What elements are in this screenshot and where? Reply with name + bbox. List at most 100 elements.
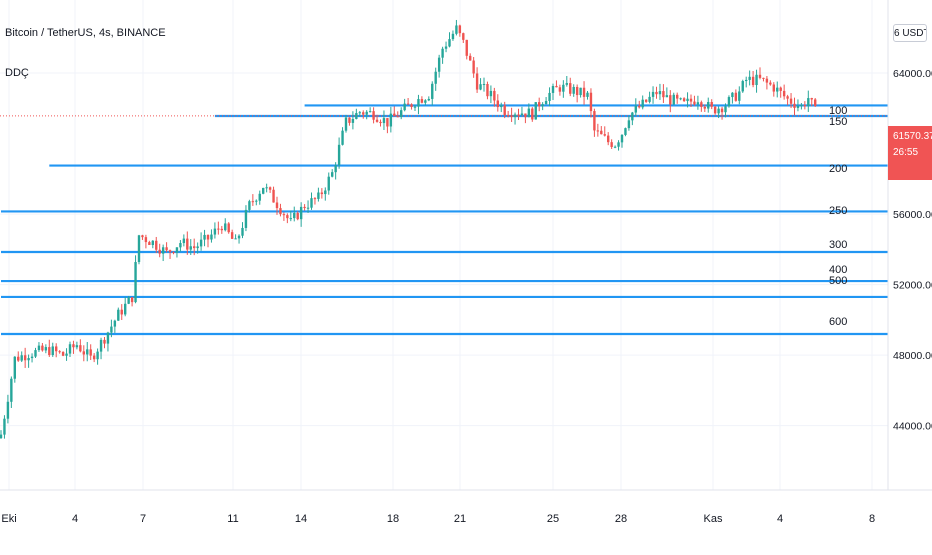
candle-body-144 <box>496 100 499 108</box>
candle-body-106 <box>365 111 368 115</box>
candle-body-178 <box>613 146 617 148</box>
time-tick-7: 25 <box>547 513 559 525</box>
candle-body-4 <box>13 356 16 379</box>
candle-body-84 <box>289 218 292 220</box>
price-axis[interactable]: 64000.00 56000.00 52000.00 48000.00 44000.00 <box>893 68 932 433</box>
candle-body-203 <box>700 102 703 107</box>
candle-body-72 <box>248 201 251 210</box>
horizontal-levels <box>1 104 888 336</box>
candle-body-88 <box>303 206 306 209</box>
candle-body-181 <box>624 128 627 135</box>
candle-body-57 <box>196 246 199 249</box>
candle-body-233 <box>803 105 807 107</box>
candle-body-113 <box>389 113 393 127</box>
level-label-200: 200 <box>829 163 847 175</box>
candle-body-195 <box>672 94 675 105</box>
candle-body-155 <box>534 102 537 120</box>
candle-body-37 <box>127 297 130 304</box>
candle-body-136 <box>469 55 472 61</box>
candle-body-95 <box>327 176 330 191</box>
candle-body-232 <box>800 105 803 107</box>
candle-body-58 <box>199 239 203 247</box>
level-label-600: 600 <box>829 316 847 328</box>
candle-body-138 <box>475 73 479 90</box>
candle-body-220 <box>758 74 762 78</box>
candle-body-68 <box>234 238 237 240</box>
candle-body-168 <box>579 87 582 96</box>
candle-body-71 <box>244 209 248 228</box>
candle-body-117 <box>403 103 406 111</box>
candle-body-67 <box>230 232 234 239</box>
candle-body-9 <box>30 356 34 359</box>
candle-body-105 <box>362 112 365 115</box>
candle-body-227 <box>782 90 786 97</box>
candle-body-100 <box>344 117 348 131</box>
candle-body-185 <box>638 105 641 108</box>
candle-body-208 <box>717 108 720 114</box>
candle-body-41 <box>141 235 144 238</box>
level-label-150: 150 <box>829 116 847 128</box>
candle-body-90 <box>310 198 313 208</box>
candle-body-103 <box>355 113 358 119</box>
candle-body-86 <box>296 212 299 220</box>
candle-body-38 <box>130 297 134 303</box>
symbol-title[interactable]: Bitcoin / TetherUS, 4s, BINANCE <box>5 27 166 39</box>
candle-body-219 <box>755 74 758 86</box>
time-tick-4: 14 <box>295 513 307 525</box>
level-label-250: 250 <box>829 205 847 217</box>
candle-body-76 <box>262 187 265 194</box>
candle-body-236 <box>814 99 817 106</box>
candle-body-27 <box>92 355 96 360</box>
candle-body-47 <box>161 247 165 254</box>
candle-body-165 <box>569 83 572 94</box>
currency-button[interactable]: 6 USDT 0 <box>893 24 927 42</box>
time-tick-3: 11 <box>227 513 238 525</box>
bar-countdown: 26:55 <box>893 147 919 158</box>
candle-body-170 <box>586 92 589 97</box>
candle-body-96 <box>331 172 334 177</box>
candle-body-202 <box>696 102 700 105</box>
candle-body-53 <box>182 238 186 244</box>
candle-body-230 <box>793 103 796 108</box>
candle-body-142 <box>489 90 493 97</box>
candle-body-98 <box>337 144 341 166</box>
last-price-value: 61570.37 <box>893 131 932 142</box>
candle-body-7 <box>23 355 27 361</box>
candle-body-77 <box>265 187 268 189</box>
candle-body-184 <box>634 105 637 113</box>
candle-body-145 <box>500 105 503 108</box>
candle-body-159 <box>548 92 551 101</box>
candle-body-14 <box>48 347 51 356</box>
candle-body-107 <box>368 111 372 113</box>
candle-body-52 <box>179 243 182 248</box>
candle-body-121 <box>417 99 420 107</box>
candle-body-1 <box>3 418 6 435</box>
candle-body-33 <box>113 320 117 327</box>
candle-body-163 <box>562 84 565 92</box>
candle-body-36 <box>124 303 127 315</box>
time-tick-11: 8 <box>869 513 875 525</box>
candle-body-127 <box>437 57 441 72</box>
candle-body-12 <box>41 345 44 351</box>
candle-body-166 <box>572 86 575 94</box>
time-tick-1: 4 <box>72 513 78 525</box>
candle-body-221 <box>762 77 765 79</box>
candle-body-128 <box>441 48 444 58</box>
candle-body-5 <box>17 356 20 361</box>
candle-body-125 <box>431 83 434 99</box>
candle-body-149 <box>513 114 517 118</box>
candle-body-206 <box>710 101 713 107</box>
candle-body-186 <box>641 99 644 108</box>
candle-body-212 <box>731 92 734 98</box>
indicator-name[interactable]: DDÇ <box>5 67 29 79</box>
candle-body-224 <box>772 84 775 92</box>
candle-body-167 <box>575 86 579 96</box>
candle-body-177 <box>610 142 613 147</box>
time-axis[interactable]: Eki 4 7 11 14 18 21 25 28 Kas 4 8 <box>1 513 875 525</box>
candle-body-64 <box>220 228 223 231</box>
candle-body-30 <box>103 339 106 344</box>
candle-body-199 <box>686 98 689 102</box>
candles <box>0 19 817 439</box>
